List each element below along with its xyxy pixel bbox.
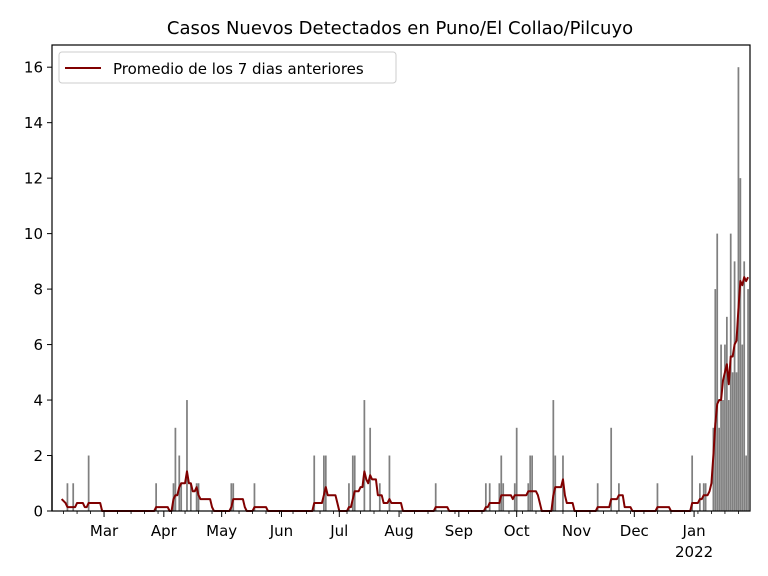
x-tick-sublabel: 2022 <box>675 543 713 561</box>
bar <box>348 483 350 511</box>
bar <box>388 455 391 511</box>
bar <box>737 67 740 511</box>
x-tick-label: Mar <box>90 522 119 540</box>
bar <box>718 427 721 511</box>
legend-box <box>58 51 397 84</box>
bar <box>369 427 372 511</box>
legend-label: Promedio de los 7 dias anteriores <box>113 60 364 78</box>
bar <box>743 261 746 511</box>
y-tick-label: 8 <box>33 281 43 299</box>
bar <box>610 427 613 511</box>
bar <box>186 400 188 511</box>
bar <box>527 483 530 511</box>
bar <box>230 483 233 511</box>
y-tick-label: 10 <box>24 225 43 243</box>
bar <box>731 372 734 511</box>
bar <box>716 233 719 511</box>
bar <box>724 344 726 511</box>
x-tick-label: Apr <box>151 522 178 540</box>
bar <box>351 455 354 511</box>
bar <box>699 483 701 511</box>
bar <box>323 455 325 511</box>
bar <box>155 483 157 511</box>
bar <box>739 178 742 511</box>
y-tick-label: 4 <box>33 392 43 410</box>
bar <box>552 400 555 511</box>
bar <box>691 455 694 511</box>
x-tick-label: Nov <box>562 522 591 540</box>
bar <box>515 427 518 511</box>
y-tick-label: 14 <box>24 114 43 132</box>
bar <box>87 455 90 511</box>
bar <box>253 483 256 511</box>
bar <box>704 483 707 511</box>
bar <box>500 455 503 511</box>
bar <box>656 483 659 511</box>
y-tick-label: 16 <box>24 59 43 77</box>
bar <box>725 316 728 511</box>
x-tick-label: May <box>206 522 237 540</box>
bar <box>502 483 505 511</box>
bar <box>363 400 366 511</box>
y-tick-label: 0 <box>33 503 43 521</box>
bar <box>189 483 192 511</box>
x-tick-label: Sep <box>445 522 473 540</box>
bar <box>313 455 316 511</box>
bar <box>232 483 235 511</box>
bar <box>554 455 557 511</box>
y-tick-label: 6 <box>33 336 43 354</box>
x-tick-label: Oct <box>504 522 530 540</box>
x-tick-label: Jan <box>682 522 706 540</box>
bar <box>174 427 177 511</box>
bar <box>178 455 181 511</box>
bar <box>727 400 730 511</box>
bar <box>729 233 732 511</box>
legend: Promedio de los 7 dias anteriores <box>58 51 397 84</box>
bar <box>72 483 75 511</box>
bar <box>498 483 501 511</box>
bar <box>745 455 748 511</box>
bar <box>484 483 487 511</box>
bar <box>714 289 717 511</box>
y-axis: 0 2 4 6 8 10 12 14 16 <box>24 59 52 521</box>
y-tick-label: 12 <box>24 170 43 188</box>
x-tick-label: Dec <box>620 522 649 540</box>
bar <box>747 289 749 511</box>
bar <box>488 483 491 511</box>
x-tick-label: Jul <box>329 522 348 540</box>
chart-title: Casos Nuevos Detectados en Puno/El Colla… <box>167 18 633 39</box>
bar <box>353 455 356 511</box>
bar <box>324 455 327 511</box>
bar <box>720 344 722 511</box>
bar <box>733 261 736 511</box>
x-axis: Mar Apr May Jun Jul Aug Sep Oct Nov Dec Jan 2022 <box>63 511 739 561</box>
bar <box>378 483 381 511</box>
bar <box>741 344 744 511</box>
bars-layer <box>51 67 749 511</box>
bar <box>66 483 69 511</box>
x-tick-label: Aug <box>384 522 413 540</box>
bar <box>531 455 533 511</box>
x-tick-label: Jun <box>269 522 293 540</box>
y-tick-label: 2 <box>33 447 43 465</box>
bar <box>195 483 198 511</box>
bar <box>529 455 532 511</box>
bar <box>180 483 183 511</box>
bar <box>434 483 437 511</box>
bar <box>735 372 738 511</box>
bar <box>596 483 599 511</box>
bar <box>722 400 724 511</box>
